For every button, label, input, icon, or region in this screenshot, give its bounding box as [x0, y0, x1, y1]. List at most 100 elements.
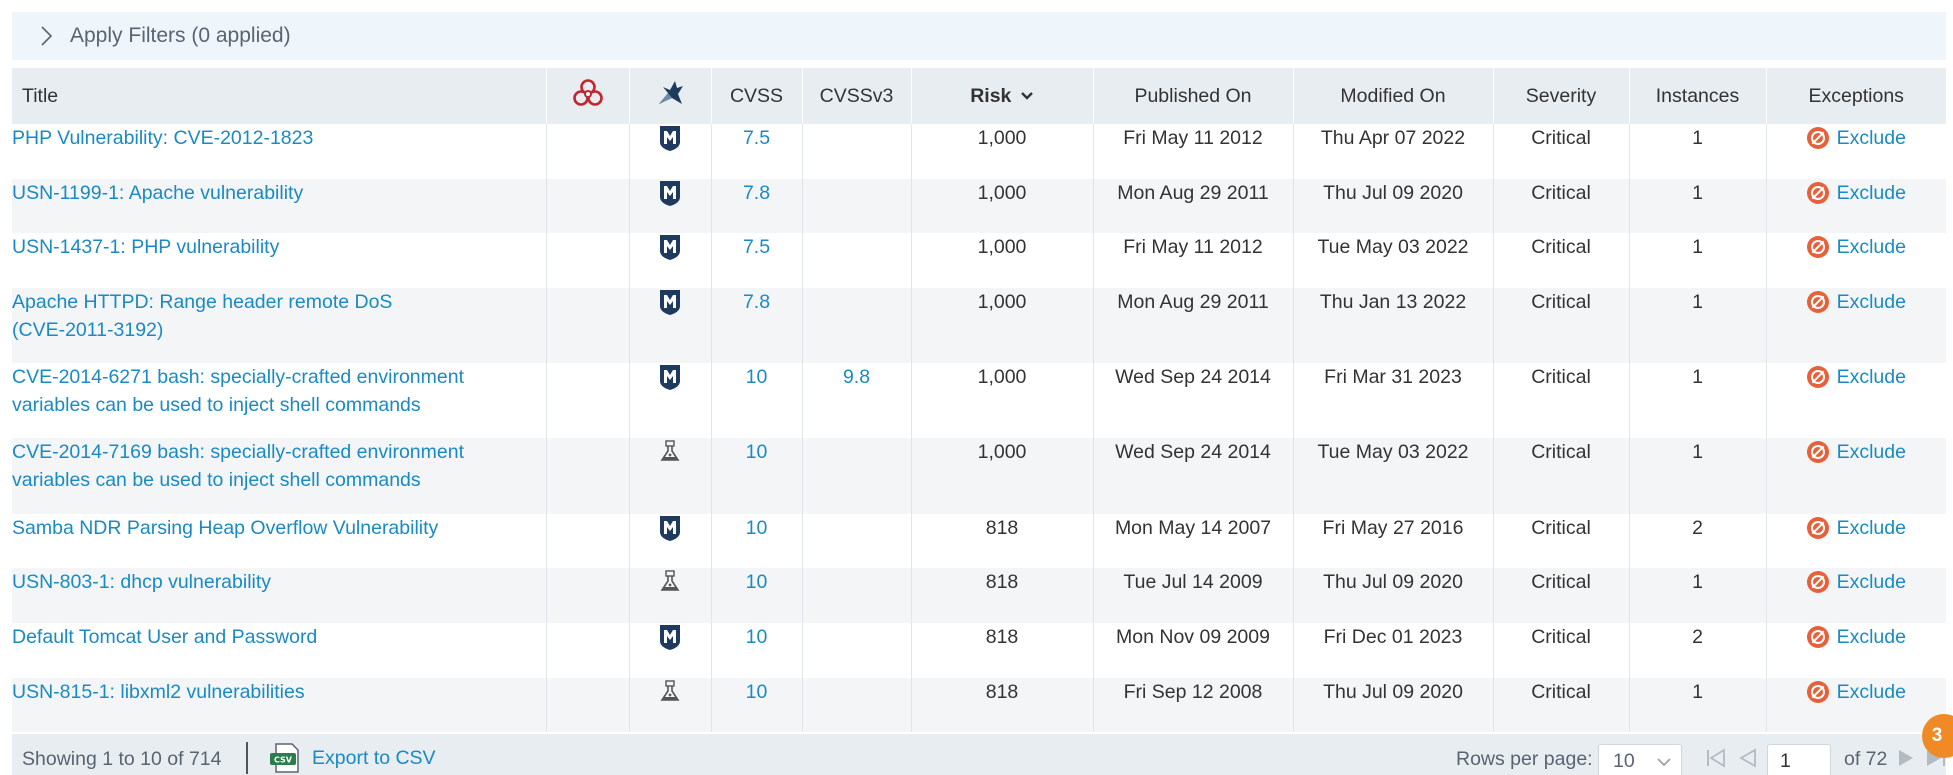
- vulnerability-title: USN-1199-1: Apache vulnerability: [12, 182, 304, 204]
- exclude-label: Exclude: [1836, 182, 1906, 204]
- column-header-instances[interactable]: Instances: [1629, 68, 1767, 124]
- table-row: Samba NDR Parsing Heap Overflow Vulnerab…: [12, 514, 1946, 568]
- apply-filters-bar[interactable]: Apply Filters (0 applied): [12, 12, 1946, 60]
- malware-cell: [546, 678, 630, 732]
- column-header-cvssv3[interactable]: CVSSv3: [802, 68, 912, 124]
- instances-cell: 1: [1629, 233, 1767, 288]
- metasploit-icon: [660, 126, 680, 151]
- cvss-score-link[interactable]: 7.5: [742, 127, 771, 149]
- risk-cell: 1,000: [911, 363, 1094, 438]
- exploit-cell[interactable]: [629, 514, 712, 568]
- export-csv-button[interactable]: CSV Export to CSV: [268, 742, 436, 774]
- exclude-button[interactable]: Exclude: [1806, 179, 1906, 207]
- table-row: CVE-2014-7169 bash: specially-crafted en…: [12, 438, 1946, 514]
- cvss-score-link[interactable]: 10: [745, 366, 768, 388]
- exploit-cell[interactable]: [629, 288, 712, 363]
- column-header-severity[interactable]: Severity: [1493, 68, 1630, 124]
- exclude-button[interactable]: Exclude: [1806, 233, 1906, 261]
- exploit-cell[interactable]: [629, 124, 712, 179]
- cvss-score-link[interactable]: 7.8: [742, 291, 771, 313]
- risk-cell: 818: [911, 514, 1094, 568]
- cvss-cell: 10: [711, 514, 803, 568]
- published-cell: Fri May 11 2012: [1093, 124, 1294, 179]
- cvss-cell: 10: [711, 363, 803, 438]
- exploit-cell[interactable]: [629, 438, 712, 514]
- vulnerability-title-link[interactable]: USN-1437-1: PHP vulnerability: [12, 236, 279, 258]
- cvss-score-link[interactable]: 10: [745, 571, 768, 593]
- column-header-title[interactable]: Title: [12, 68, 547, 124]
- cvss-score-link[interactable]: 10: [745, 441, 768, 463]
- published-cell: Wed Sep 24 2014: [1093, 438, 1294, 514]
- vulnerability-title-link[interactable]: CVE-2014-7169 bash: specially-crafted en…: [12, 441, 464, 491]
- prohibit-icon: [1806, 182, 1829, 204]
- metasploit-icon: [660, 365, 680, 390]
- exclude-button[interactable]: Exclude: [1806, 678, 1906, 706]
- exceptions-cell: Exclude: [1766, 438, 1946, 514]
- vulnerability-title-link[interactable]: Default Tomcat User and Password: [12, 626, 317, 648]
- cvss-score-link[interactable]: 7.5: [742, 236, 771, 258]
- cvss-score-link[interactable]: 10: [745, 517, 768, 539]
- column-header-exploit[interactable]: [629, 68, 712, 124]
- cvss-cell: 10: [711, 623, 803, 678]
- previous-page-button[interactable]: [1736, 746, 1760, 770]
- severity-cell: Critical: [1493, 568, 1630, 623]
- cvss-score-link[interactable]: 7.8: [742, 182, 771, 204]
- vulnerability-title-link[interactable]: USN-803-1: dhcp vulnerability: [12, 571, 271, 593]
- cvssv3-cell: [802, 233, 912, 288]
- exclude-label: Exclude: [1836, 127, 1906, 149]
- modified-cell: Fri May 27 2016: [1293, 514, 1494, 568]
- exploit-cell[interactable]: [629, 568, 712, 623]
- exploit-cell[interactable]: [629, 179, 712, 233]
- column-header-published[interactable]: Published On: [1093, 68, 1294, 124]
- table-row: USN-1437-1: PHP vulnerability 7.5 1,000 Fri…: [12, 233, 1946, 288]
- instances-cell: 1: [1629, 363, 1767, 438]
- vulnerability-title-link[interactable]: Apache HTTPD: Range header remote DoS (CV…: [12, 291, 392, 341]
- column-header-cvss[interactable]: CVSS: [711, 68, 803, 124]
- exclude-button[interactable]: Exclude: [1806, 514, 1906, 542]
- exploit-db-icon: [660, 680, 680, 701]
- rows-per-page-select[interactable]: 10: [1598, 744, 1682, 775]
- modified-cell: Thu Jul 09 2020: [1293, 568, 1494, 623]
- title-cell: Default Tomcat User and Password: [12, 623, 547, 678]
- vulnerability-title-link[interactable]: USN-1199-1: Apache vulnerability: [12, 182, 303, 204]
- exclude-label: Exclude: [1836, 626, 1906, 648]
- risk-cell: 818: [911, 568, 1094, 623]
- exclude-label: Exclude: [1836, 441, 1906, 463]
- exceptions-cell: Exclude: [1766, 288, 1946, 363]
- exclude-button[interactable]: Exclude: [1806, 363, 1906, 391]
- cvss-cell: 10: [711, 568, 803, 623]
- column-header-modified[interactable]: Modified On: [1293, 68, 1494, 124]
- malware-cell: [546, 288, 630, 363]
- prohibit-icon: [1806, 681, 1829, 703]
- vulnerability-title-link[interactable]: PHP Vulnerability: CVE-2012-1823: [12, 127, 313, 149]
- severity-cell: Critical: [1493, 678, 1630, 732]
- cvssv3-score-link[interactable]: 9.8: [842, 366, 871, 388]
- vulnerability-title-link[interactable]: Samba NDR Parsing Heap Overflow Vulnerab…: [12, 517, 438, 539]
- exploit-cell[interactable]: [629, 678, 712, 732]
- instances-cell: 1: [1629, 678, 1767, 732]
- vulnerability-title-link[interactable]: CVE-2014-6271 bash: specially-crafted en…: [12, 366, 464, 416]
- cvss-score-link[interactable]: 10: [745, 626, 768, 648]
- first-page-button[interactable]: [1704, 746, 1728, 770]
- exceptions-cell: Exclude: [1766, 363, 1946, 438]
- cvss-cell: 7.5: [711, 124, 803, 179]
- page-number-input[interactable]: [1767, 744, 1831, 775]
- exploit-cell[interactable]: [629, 363, 712, 438]
- column-header-risk[interactable]: Risk: [911, 68, 1094, 124]
- exclude-button[interactable]: Exclude: [1806, 124, 1906, 152]
- cvss-score-link[interactable]: 10: [745, 681, 768, 703]
- table-row: PHP Vulnerability: CVE-2012-1823 7.5 1,000…: [12, 124, 1946, 179]
- exclude-button[interactable]: Exclude: [1806, 438, 1906, 466]
- malware-cell: [546, 514, 630, 568]
- malware-cell: [546, 179, 630, 233]
- column-header-malware[interactable]: [546, 68, 630, 124]
- exploit-cell[interactable]: [629, 233, 712, 288]
- next-page-button[interactable]: [1894, 746, 1918, 770]
- vulnerability-title-link[interactable]: USN-815-1: libxml2 vulnerabilities: [12, 681, 305, 703]
- exclude-button[interactable]: Exclude: [1806, 568, 1906, 596]
- exploit-cell[interactable]: [629, 623, 712, 678]
- notification-badge[interactable]: 3: [1922, 714, 1953, 758]
- exceptions-cell: Exclude: [1766, 678, 1946, 732]
- exclude-button[interactable]: Exclude: [1806, 288, 1906, 316]
- exclude-button[interactable]: Exclude: [1806, 623, 1906, 651]
